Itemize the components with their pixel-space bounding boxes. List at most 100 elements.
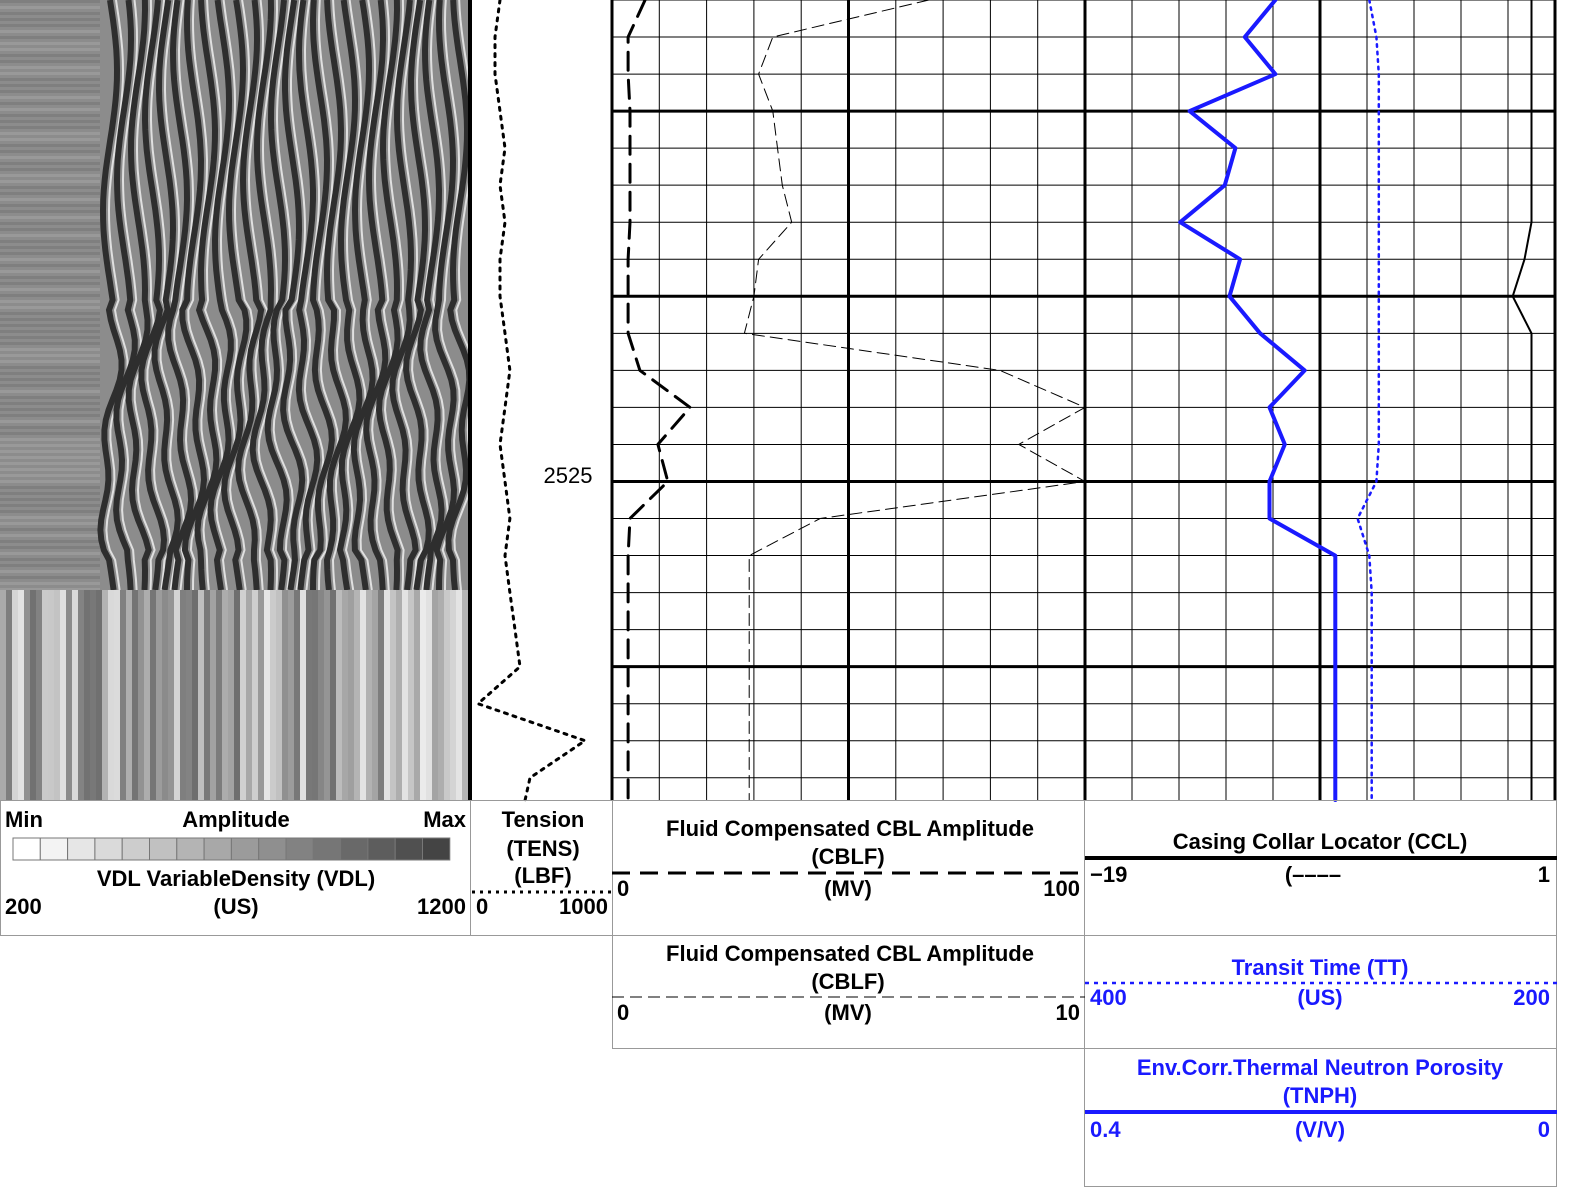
vdl-noise — [0, 174, 100, 177]
vdl-stripe — [221, 0, 250, 591]
curve-name: Env.Corr.Thermal Neutron Porosity — [1137, 1055, 1504, 1080]
vdl-bar — [276, 590, 282, 800]
grid — [610, 0, 1557, 800]
vdl-bar — [18, 590, 24, 800]
vdl-noise — [0, 354, 100, 357]
vdl-noise — [0, 360, 100, 363]
log-curve — [626, 0, 692, 802]
vdl-bar — [360, 590, 366, 800]
vdl-stripe — [425, 0, 449, 591]
log-curve — [743, 0, 1086, 801]
vdl-stripe — [397, 0, 423, 591]
scale-left: 400 — [1090, 985, 1127, 1010]
vdl-bar — [78, 590, 84, 800]
vdl-noise — [0, 90, 100, 93]
vdl-bar — [456, 590, 462, 800]
vdl-bar — [300, 590, 306, 800]
vdl-bar — [36, 590, 42, 800]
scale-cell — [12, 837, 41, 861]
vdl-bar — [84, 590, 90, 800]
vdl-noise — [0, 312, 100, 315]
vdl-noise — [0, 558, 100, 561]
vdl-stripe — [207, 0, 234, 591]
vdl-noise — [0, 588, 100, 591]
scale-left: −19 — [1090, 862, 1127, 887]
vdl-bar — [6, 590, 12, 800]
vdl-bar — [342, 590, 348, 800]
curve-name: Tension — [502, 807, 585, 832]
scale-cell — [230, 837, 260, 861]
vdl-noise — [0, 114, 100, 117]
vdl-stripe — [280, 0, 306, 591]
vdl-stripe — [288, 0, 310, 591]
unit: (US) — [213, 894, 258, 919]
vdl-noise — [0, 120, 100, 123]
vdl-stripe — [165, 0, 195, 591]
track-background — [470, 0, 1560, 800]
vdl-bar — [450, 590, 456, 800]
vdl-stripe — [336, 0, 363, 591]
vdl-bar — [114, 590, 120, 800]
vdl-noise — [0, 126, 100, 129]
scale-cell — [203, 837, 232, 861]
scale-cell — [39, 837, 69, 861]
vdl-noise — [0, 420, 100, 423]
scale-left: 200 — [5, 894, 42, 919]
vdl-bar — [228, 590, 234, 800]
vdl-noise — [0, 168, 100, 171]
vdl-noise — [0, 24, 100, 27]
vdl-noise — [0, 462, 100, 465]
curves — [476, 0, 1533, 802]
vdl-bar — [402, 590, 408, 800]
vdl-noise — [0, 414, 100, 417]
vdl-noise — [0, 288, 100, 291]
vdl-stripe — [235, 0, 265, 591]
vdl-stripe — [105, 0, 129, 591]
vdl-bar — [0, 590, 6, 800]
vdl-bar — [174, 590, 180, 800]
vdl-stripe — [249, 0, 275, 591]
vdl-noise — [0, 72, 100, 75]
scale-cell — [340, 837, 369, 861]
vdl-bar — [396, 590, 402, 800]
vdl-bar — [96, 590, 102, 800]
vdl-bar — [282, 590, 288, 800]
curve-name: VDL VariableDensity (VDL) — [97, 866, 375, 891]
vdl-noise — [0, 576, 100, 579]
unit: (MV) — [824, 876, 872, 901]
vdl-stripe — [317, 0, 339, 591]
vdl-bar — [60, 590, 66, 800]
vdl-noise — [0, 408, 100, 411]
vdl-bar — [42, 590, 48, 800]
vdl-noise — [0, 372, 100, 375]
vdl-stripe — [97, 0, 125, 591]
vdl-bar — [210, 590, 216, 800]
scale-cell — [312, 837, 342, 861]
unit: (LBF) — [514, 863, 571, 888]
vdl-bar — [156, 590, 162, 800]
vdl-noise — [0, 42, 100, 45]
curve-name: Transit Time (TT) — [1232, 955, 1409, 980]
vdl-bar — [252, 590, 258, 800]
vdl-noise — [0, 294, 100, 297]
vdl-bar — [12, 590, 18, 800]
vdl-stripe — [331, 0, 353, 591]
scale-left: 0.4 — [1090, 1117, 1121, 1142]
vdl-stripe — [264, 0, 290, 591]
vdl-noise — [0, 534, 100, 537]
scale-max: Max — [423, 807, 467, 832]
vdl-bar — [120, 590, 126, 800]
vdl-noise — [0, 96, 100, 99]
vdl-noise — [0, 432, 100, 435]
vdl-noise — [0, 318, 100, 321]
vdl-noise — [0, 306, 100, 309]
scale-right: 0 — [1538, 1117, 1550, 1142]
vdl-stripe — [179, 0, 208, 591]
mnemonic: (CBLF) — [811, 969, 884, 994]
vdl-bar — [318, 590, 324, 800]
vdl-bar — [90, 590, 96, 800]
vdl-noise — [0, 510, 100, 513]
unit: (–––– — [1285, 862, 1341, 887]
vdl-noise — [0, 570, 100, 573]
vdl-bar — [198, 590, 204, 800]
